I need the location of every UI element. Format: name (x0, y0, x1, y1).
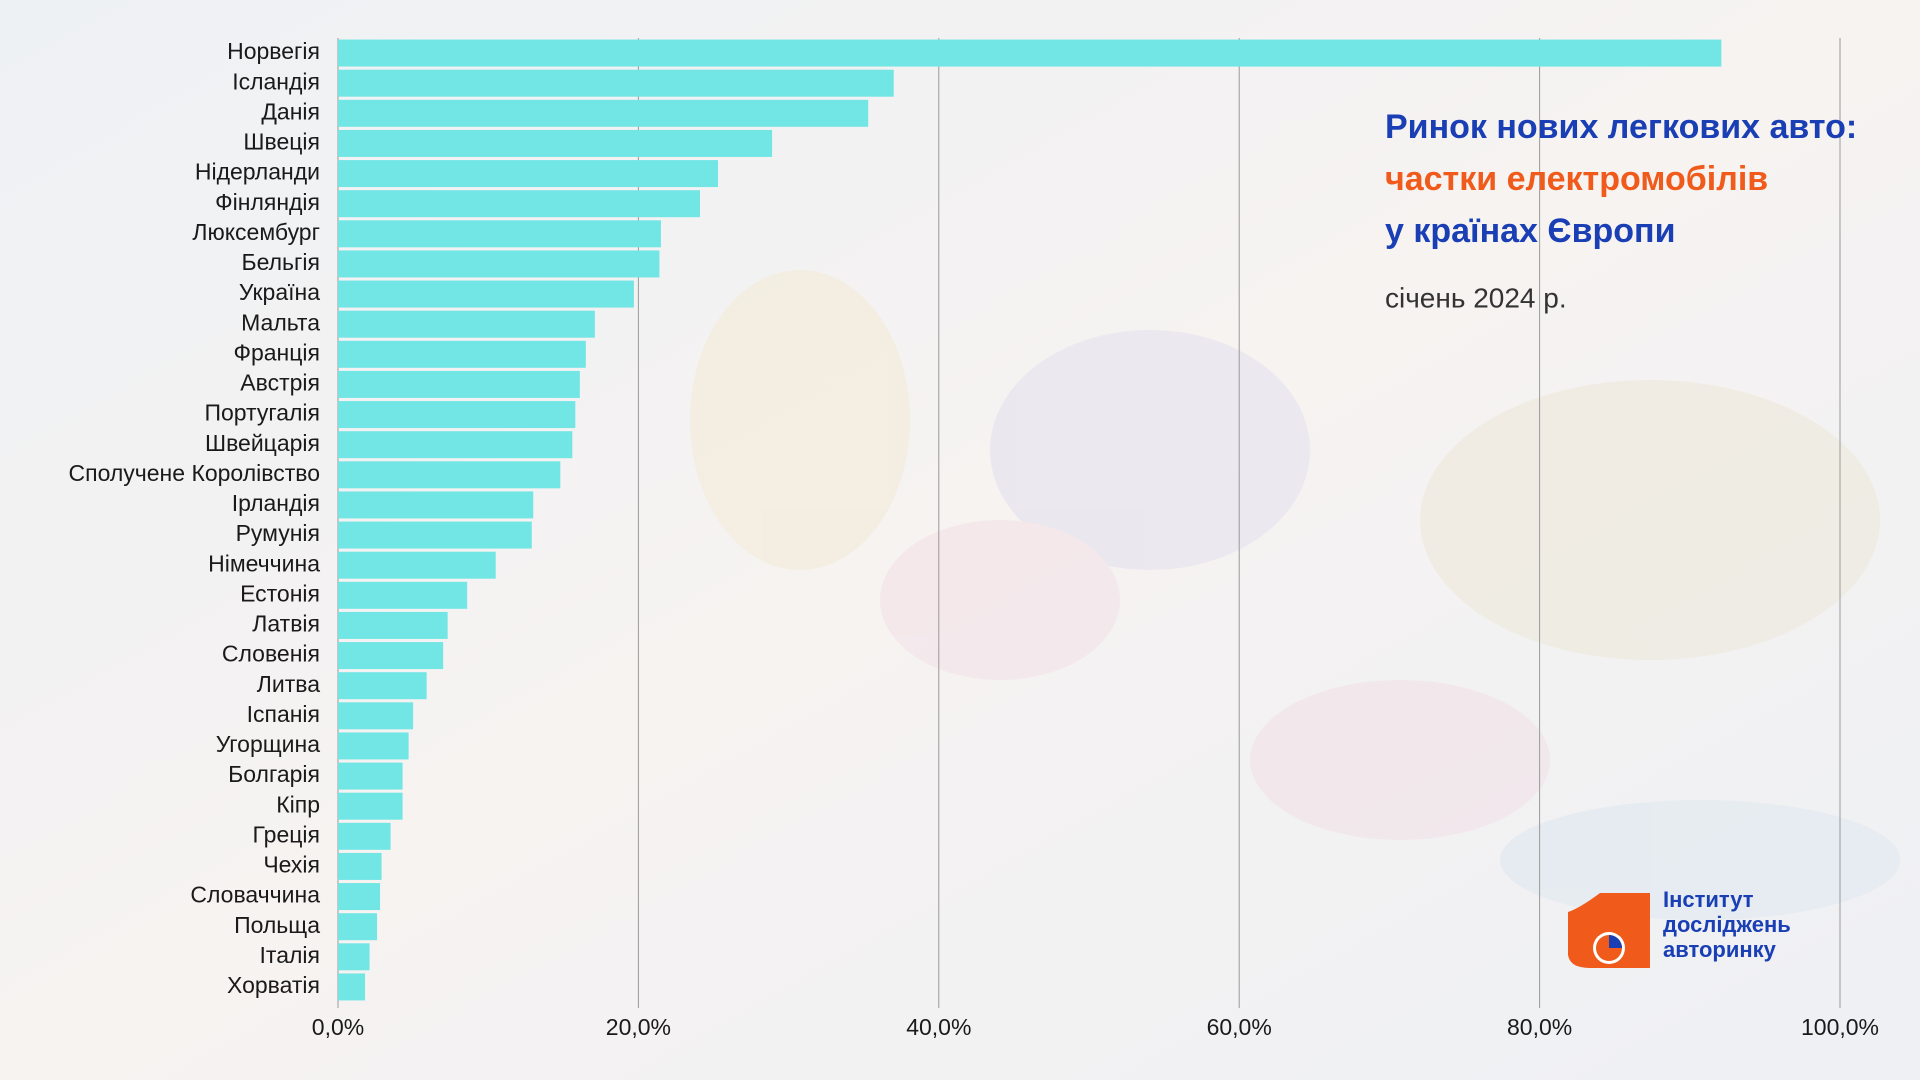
bar (338, 99, 869, 127)
x-tick-label: 0,0% (312, 1014, 364, 1040)
y-tick-label: Швеція (243, 129, 320, 155)
y-tick-label: Словенія (222, 641, 320, 667)
y-tick-label: Швейцарія (205, 430, 320, 456)
bar (338, 913, 378, 941)
y-tick-label: Словаччина (190, 882, 320, 908)
chart-title: частки електромобілів (1385, 160, 1768, 198)
bar (338, 551, 496, 579)
y-tick-label: Фінляндія (215, 189, 320, 215)
bar (338, 852, 382, 880)
y-tick-label: Ірландія (232, 490, 320, 516)
bar (338, 521, 532, 549)
logo-text: досліджень (1663, 912, 1791, 937)
bar (338, 973, 366, 1001)
x-tick-label: 20,0% (606, 1014, 671, 1040)
map-decoration (690, 270, 1900, 920)
bar (338, 160, 719, 188)
y-tick-label: Болгарія (228, 761, 320, 787)
y-tick-label: Польща (234, 912, 320, 938)
y-tick-label: Німеччина (208, 550, 320, 576)
bar (338, 581, 468, 609)
bar (338, 401, 576, 429)
y-tick-label: Греція (253, 821, 320, 847)
y-tick-label: Франція (233, 339, 320, 365)
y-tick-label: Чехія (263, 852, 320, 878)
y-tick-label: Норвегія (227, 38, 320, 64)
y-tick-label: Австрія (240, 370, 320, 396)
bar (338, 310, 595, 338)
y-tick-label: Італія (260, 942, 320, 968)
y-tick-label: Хорватія (227, 972, 320, 998)
y-tick-label: Сполучене Королівство (69, 460, 320, 486)
bar (338, 129, 773, 157)
x-tick-label: 80,0% (1507, 1014, 1572, 1040)
y-tick-label: Данія (261, 98, 320, 124)
bar (338, 280, 634, 308)
bar (338, 883, 381, 911)
y-tick-label: Кіпр (276, 791, 320, 817)
bar (338, 39, 1722, 67)
x-tick-label: 40,0% (906, 1014, 971, 1040)
bar (338, 491, 534, 519)
bar (338, 250, 660, 278)
y-tick-label: Нідерланди (195, 159, 320, 185)
y-tick-label: Ісландія (232, 68, 320, 94)
chart-title: у країнах Європи (1385, 212, 1675, 250)
logo-text: Інститут (1663, 887, 1754, 912)
x-tick-label: 100,0% (1801, 1014, 1879, 1040)
logo-text: авторинку (1663, 937, 1777, 962)
bar (338, 672, 427, 700)
y-tick-label: Іспанія (247, 701, 320, 727)
bar (338, 792, 403, 820)
bar (338, 642, 444, 670)
bar (338, 370, 580, 398)
bar (338, 340, 586, 368)
logo: Інститут досліджень авторинку (1568, 887, 1791, 968)
chart-subtitle: січень 2024 р. (1385, 282, 1567, 313)
bar (338, 69, 894, 97)
y-tick-label: Мальта (241, 309, 320, 335)
bar (338, 732, 409, 760)
bar (338, 190, 700, 218)
chart-title: Ринок нових легкових авто: (1385, 108, 1857, 146)
bar (338, 611, 448, 639)
y-tick-label: Естонія (240, 580, 320, 606)
y-tick-label: Угорщина (216, 731, 321, 757)
bar (338, 822, 391, 850)
y-tick-label: Латвія (252, 611, 320, 637)
y-tick-label: Румунія (236, 520, 320, 546)
bar (338, 762, 403, 790)
x-tick-label: 60,0% (1207, 1014, 1272, 1040)
bar (338, 431, 573, 459)
y-tick-label: Португалія (204, 400, 320, 426)
bar (338, 220, 661, 248)
y-tick-label: Бельгія (242, 249, 320, 275)
y-tick-label: Литва (257, 671, 320, 697)
y-tick-label: Україна (239, 279, 320, 305)
y-tick-label: Люксембург (192, 219, 320, 245)
bar (338, 461, 561, 489)
bar (338, 943, 370, 971)
bar (338, 702, 414, 730)
